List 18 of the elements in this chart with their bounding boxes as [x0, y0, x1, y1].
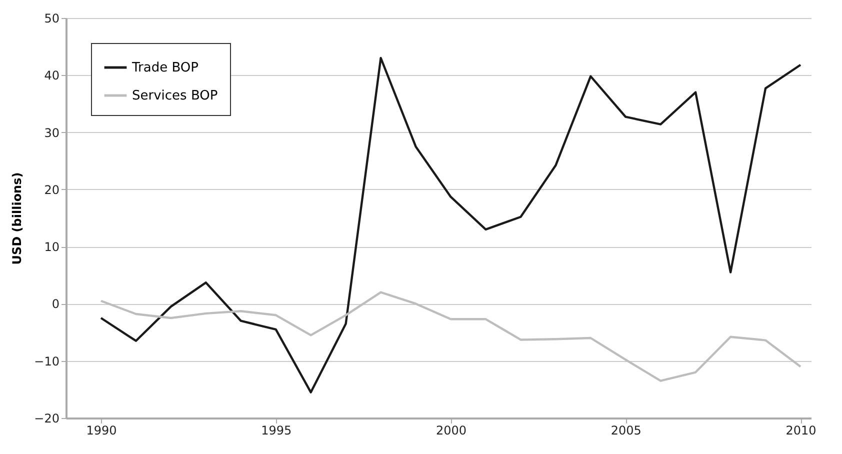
- y-tick-label: −20: [34, 412, 60, 426]
- x-tick-label: 2000: [436, 424, 467, 438]
- y-axis-title: USD (billions): [10, 172, 24, 265]
- x-tick-label: 1990: [86, 424, 117, 438]
- y-tick-label: 0: [52, 297, 60, 312]
- line-series: [100, 291, 802, 382]
- x-tick-label: 2005: [610, 424, 642, 438]
- legend-label: Trade BOP: [131, 60, 199, 76]
- y-tick-label: 30: [44, 126, 60, 140]
- y-tick-label: −10: [34, 354, 60, 368]
- y-tick-label: 10: [44, 240, 60, 254]
- x-tick-label: 1995: [261, 424, 292, 438]
- legend-label: Services BOP: [132, 88, 218, 104]
- x-tick-label: 2010: [786, 424, 816, 438]
- y-tick-label: 20: [44, 182, 60, 197]
- line-series: [100, 56, 802, 394]
- y-tick-label: 50: [44, 12, 60, 26]
- y-tick-label: 40: [44, 68, 60, 83]
